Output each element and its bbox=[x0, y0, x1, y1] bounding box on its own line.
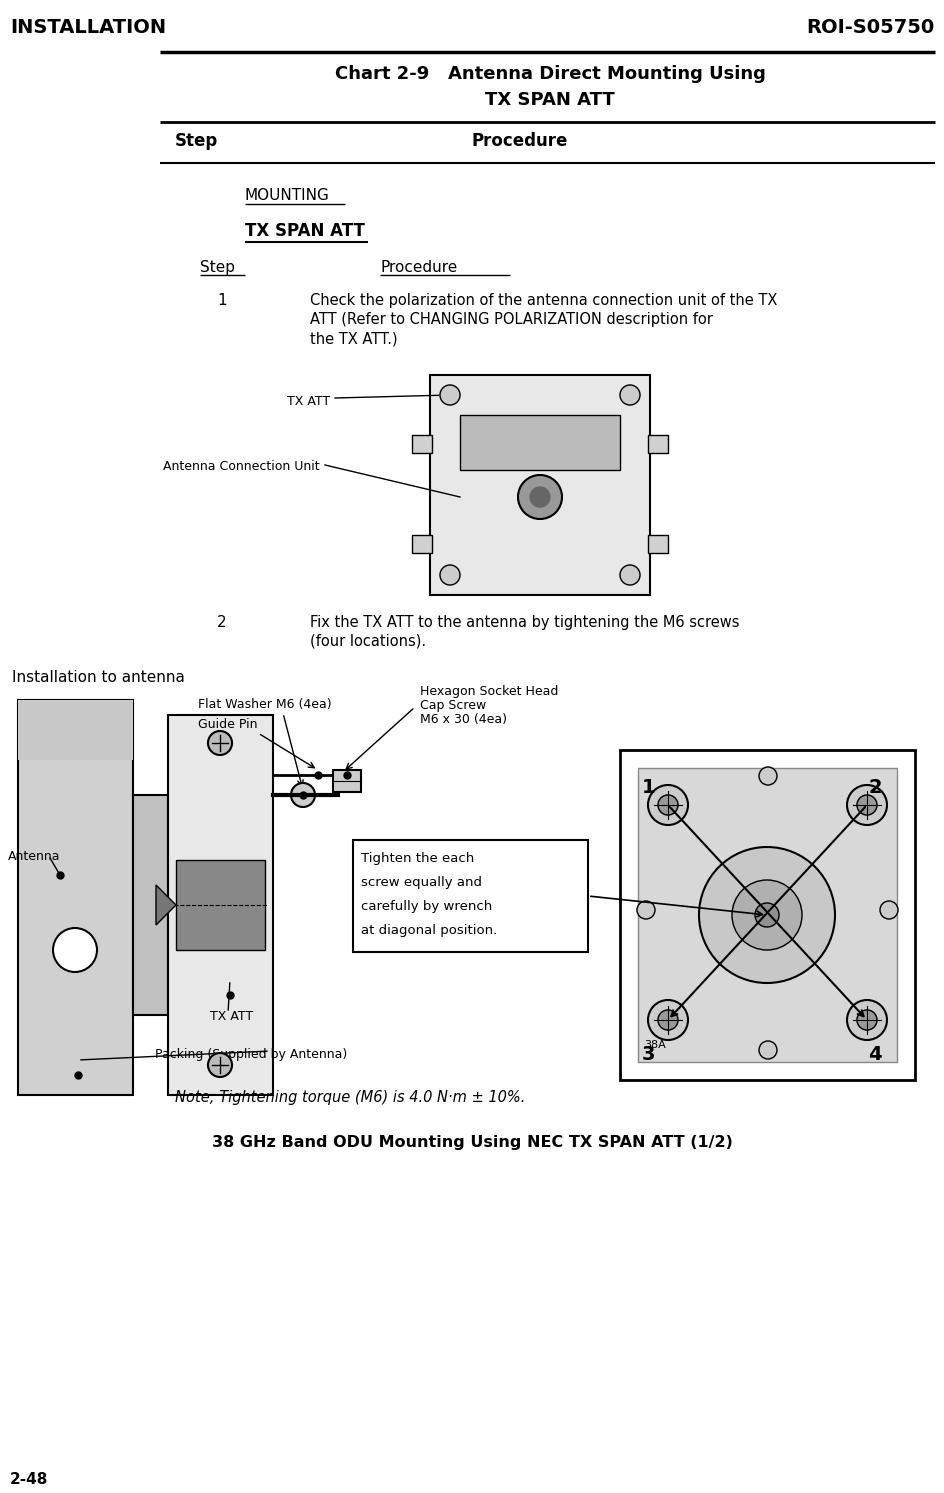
Text: 4: 4 bbox=[868, 1045, 881, 1065]
Text: at diagonal position.: at diagonal position. bbox=[361, 924, 497, 938]
Circle shape bbox=[758, 767, 776, 785]
Text: the TX ATT.): the TX ATT.) bbox=[310, 331, 397, 346]
Text: Step: Step bbox=[200, 260, 235, 275]
Circle shape bbox=[619, 564, 639, 585]
Text: Antenna: Antenna bbox=[8, 850, 60, 863]
Text: carefully by wrench: carefully by wrench bbox=[361, 900, 492, 914]
Text: ATT (Refer to CHANGING POLARIZATION description for: ATT (Refer to CHANGING POLARIZATION desc… bbox=[310, 312, 712, 327]
Circle shape bbox=[856, 794, 876, 815]
Circle shape bbox=[53, 929, 97, 972]
Text: screw equally and: screw equally and bbox=[361, 876, 481, 888]
Text: TX ATT: TX ATT bbox=[210, 1009, 253, 1023]
Bar bbox=[18, 700, 133, 1094]
Text: Check the polarization of the antenna connection unit of the TX: Check the polarization of the antenna co… bbox=[310, 293, 777, 308]
Circle shape bbox=[758, 1041, 776, 1059]
Circle shape bbox=[619, 385, 639, 405]
Bar bbox=[412, 434, 431, 452]
Text: Tighten the each: Tighten the each bbox=[361, 853, 474, 864]
Bar bbox=[648, 534, 667, 552]
Text: 2: 2 bbox=[868, 778, 881, 797]
Bar bbox=[133, 794, 168, 1015]
Text: Procedure: Procedure bbox=[471, 131, 567, 149]
Text: 2-48: 2-48 bbox=[10, 1472, 48, 1487]
Bar bbox=[648, 434, 667, 452]
Text: INSTALLATION: INSTALLATION bbox=[10, 18, 166, 37]
Circle shape bbox=[846, 1000, 886, 1041]
Bar bbox=[332, 770, 361, 791]
Bar bbox=[619, 749, 914, 1079]
Text: ROI-S05750: ROI-S05750 bbox=[806, 18, 934, 37]
Circle shape bbox=[657, 794, 677, 815]
Circle shape bbox=[846, 785, 886, 826]
Circle shape bbox=[879, 900, 897, 920]
Bar bbox=[353, 841, 587, 953]
Polygon shape bbox=[156, 885, 176, 926]
Circle shape bbox=[657, 1009, 677, 1030]
Text: Fix the TX ATT to the antenna by tightening the M6 screws: Fix the TX ATT to the antenna by tighten… bbox=[310, 615, 739, 630]
Text: Guide Pin: Guide Pin bbox=[198, 718, 257, 732]
Text: Flat Washer M6 (4ea): Flat Washer M6 (4ea) bbox=[198, 699, 331, 711]
Text: Cap Screw: Cap Screw bbox=[419, 699, 486, 712]
Bar bbox=[18, 700, 133, 760]
Text: 3: 3 bbox=[641, 1045, 655, 1065]
Circle shape bbox=[699, 847, 834, 982]
Text: MOUNTING: MOUNTING bbox=[244, 188, 329, 203]
Circle shape bbox=[208, 1053, 232, 1076]
Circle shape bbox=[440, 564, 460, 585]
Text: 2: 2 bbox=[217, 615, 227, 630]
Text: 38A: 38A bbox=[643, 1041, 665, 1050]
Circle shape bbox=[291, 782, 314, 808]
Text: 1: 1 bbox=[217, 293, 227, 308]
Bar bbox=[168, 715, 273, 1094]
Text: 1: 1 bbox=[641, 778, 655, 797]
Bar bbox=[412, 534, 431, 552]
Text: TX SPAN ATT: TX SPAN ATT bbox=[484, 91, 615, 109]
Circle shape bbox=[208, 732, 232, 755]
Circle shape bbox=[517, 475, 562, 520]
Text: Procedure: Procedure bbox=[379, 260, 457, 275]
Text: M6 x 30 (4ea): M6 x 30 (4ea) bbox=[419, 714, 507, 726]
Text: Packing (Supplied by Antenna): Packing (Supplied by Antenna) bbox=[155, 1048, 346, 1062]
Text: Installation to antenna: Installation to antenna bbox=[12, 670, 185, 685]
Text: Hexagon Socket Head: Hexagon Socket Head bbox=[419, 685, 558, 699]
Circle shape bbox=[636, 900, 654, 920]
Circle shape bbox=[754, 903, 778, 927]
Text: Note; Tightening torque (M6) is 4.0 N·m ± 10%.: Note; Tightening torque (M6) is 4.0 N·m … bbox=[175, 1090, 525, 1105]
Circle shape bbox=[530, 487, 549, 508]
Text: TX ATT: TX ATT bbox=[287, 396, 329, 408]
Bar bbox=[460, 415, 619, 470]
Bar bbox=[637, 767, 896, 1062]
Circle shape bbox=[648, 1000, 687, 1041]
Bar bbox=[176, 860, 264, 950]
Text: Step: Step bbox=[175, 131, 218, 149]
Circle shape bbox=[856, 1009, 876, 1030]
Text: (four locations).: (four locations). bbox=[310, 635, 426, 649]
Circle shape bbox=[732, 879, 801, 950]
Text: TX SPAN ATT: TX SPAN ATT bbox=[244, 222, 364, 240]
Circle shape bbox=[440, 385, 460, 405]
Text: Antenna Connection Unit: Antenna Connection Unit bbox=[163, 460, 320, 473]
Text: 38 GHz Band ODU Mounting Using NEC TX SPAN ATT (1/2): 38 GHz Band ODU Mounting Using NEC TX SP… bbox=[211, 1135, 732, 1150]
Bar bbox=[430, 375, 649, 596]
Circle shape bbox=[648, 785, 687, 826]
Text: Chart 2-9   Antenna Direct Mounting Using: Chart 2-9 Antenna Direct Mounting Using bbox=[334, 66, 765, 84]
